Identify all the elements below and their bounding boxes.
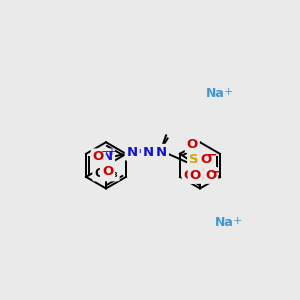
Text: Na: Na [206,87,225,100]
Text: O: O [93,150,104,164]
Text: +: + [233,216,242,226]
Text: −: − [211,165,221,178]
Text: O: O [184,169,195,182]
Text: Na: Na [215,216,234,229]
Text: +: + [107,147,116,157]
Text: N: N [127,146,138,159]
Text: O: O [102,165,113,178]
Text: N: N [156,146,167,159]
Text: N: N [102,150,113,164]
Text: O: O [200,154,212,166]
Text: N: N [143,146,154,159]
Text: O: O [187,138,198,151]
Text: O: O [205,169,216,182]
Text: −: − [100,147,110,157]
Text: S: S [189,154,199,166]
Text: O: O [190,169,201,182]
Text: −: − [207,149,217,162]
Text: +: + [224,87,233,97]
Text: CH₃: CH₃ [94,167,118,180]
